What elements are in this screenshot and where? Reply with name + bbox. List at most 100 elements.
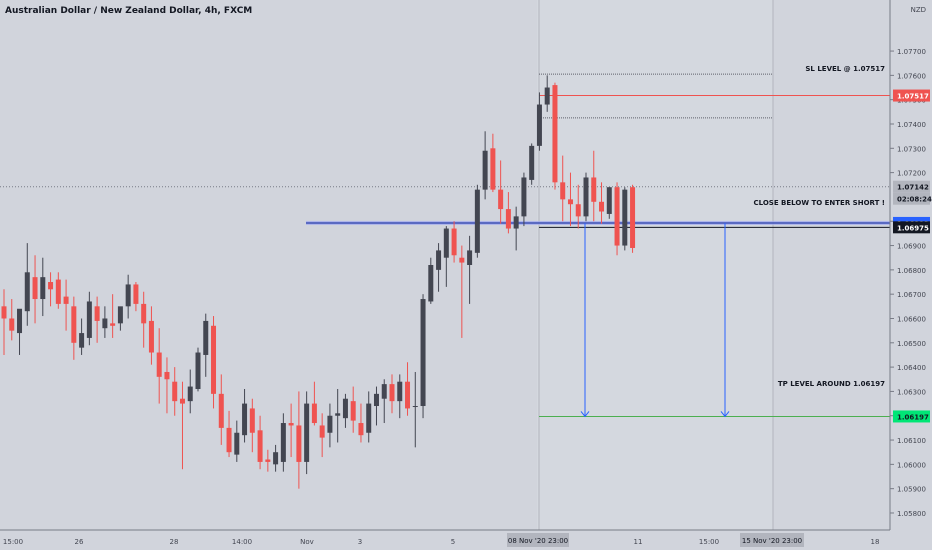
price-tick-label: 1.06500 [897,340,926,348]
time-tick-label: 14:00 [232,538,252,546]
time-tick-label: 3 [358,538,362,546]
sl-price-tag-bg [893,89,930,102]
tp-label: TP LEVEL AROUND 1.06197 [778,380,885,388]
tp-price-tag-text: 1.06197 [897,413,929,421]
tp-arrow-head [720,411,730,418]
price-tick-label: 1.06100 [897,437,926,445]
candle-body [567,199,573,205]
candle-body [79,333,85,348]
candle-body [358,423,364,436]
candle-body [575,204,581,217]
candle-body [288,423,294,426]
candle-body [203,320,209,355]
candle-body [226,427,232,453]
candle-body [133,284,139,304]
candle-body [156,352,162,377]
candle-body [335,413,341,416]
candle-body [148,320,154,353]
candle-body [451,228,457,256]
highlight-start-text: 08 Nov '20 23:00 [508,537,568,545]
candle-body [280,423,286,462]
candle-body [552,85,558,183]
candle-body [102,318,108,329]
candle-body [544,87,550,105]
current-price-tag-text: 1.06975 [897,224,929,232]
sl-label: SL LEVEL @ 1.07517 [805,65,885,73]
candle-body [560,182,566,200]
entry-label: CLOSE BELOW TO ENTER SHORT ! [753,199,885,207]
candle-body [296,425,302,462]
candle-body [599,201,605,212]
tp-arrow-head [580,411,590,418]
candle-body [24,272,30,312]
candle-body [591,177,597,202]
tp-price-tag-bg [893,410,930,423]
candle-body [529,145,535,180]
candle-body [521,177,527,217]
candle-body [513,216,519,229]
candle-body [125,284,131,307]
candle-body [583,177,589,217]
sl-price-tag-text: 1.07517 [897,93,929,101]
price-tick-label: 1.06000 [897,461,926,469]
candle-body [606,187,612,214]
marker-price-tag-bg [893,180,930,193]
candle-body [164,371,170,380]
countdown-tag-text: 02:08:24 [897,196,932,204]
candle-body [63,296,69,304]
price-tick-label: 1.06800 [897,267,926,275]
candle-body [48,282,54,290]
candle-body [474,189,480,253]
candle-body [17,308,23,334]
candle-body [505,209,511,229]
candle-body [490,148,496,190]
candle-body [257,430,263,462]
candle-body [179,398,185,404]
price-tick-label: 1.07400 [897,121,926,129]
candle-body [265,459,271,462]
candle-body [482,150,488,190]
candle-body [1,306,7,319]
price-tick-label: 1.06600 [897,315,926,323]
candle-body [304,403,310,462]
candle-body [614,187,620,246]
price-tick-label: 1.07600 [897,72,926,80]
price-tick-label: 1.05900 [897,486,926,494]
highlight-start-tag [507,533,569,547]
price-tags: 1.075171.0714202:08:241.069931.069751.06… [893,89,932,423]
candle-body [55,279,61,304]
price-tick-label: 1.06700 [897,291,926,299]
candle-body [234,432,240,455]
time-axis-bg[interactable] [0,530,932,550]
candle-body [428,265,434,302]
chart-title: Australian Dollar / New Zealand Dollar, … [5,6,252,16]
time-tick-label: Nov [300,538,314,546]
candle-body [249,408,255,433]
time-tick-label: 15:00 [3,538,23,546]
candle-body [412,406,418,408]
candle-body [141,303,147,324]
highlight-end-tag [740,533,804,547]
price-tick-label: 1.06900 [897,243,926,251]
candle-body [273,452,279,465]
candle-body [405,381,411,409]
time-tick-label: 11 [634,538,643,546]
candle-body [9,318,15,331]
candle-body [40,277,46,300]
candle-body [498,189,504,210]
candle-body [342,398,348,419]
current-price-tag-bg [893,221,930,234]
candle-body [467,250,473,265]
candle-body [436,250,442,270]
time-tick-label: 26 [75,538,84,546]
candle-body [366,403,372,433]
candle-body [110,323,116,326]
candle-body [350,401,356,421]
candle-body [536,104,542,146]
arrows-layer [580,222,730,418]
candle-body [71,306,77,343]
candle-body [373,393,379,407]
time-tick-label: 18 [871,538,880,546]
